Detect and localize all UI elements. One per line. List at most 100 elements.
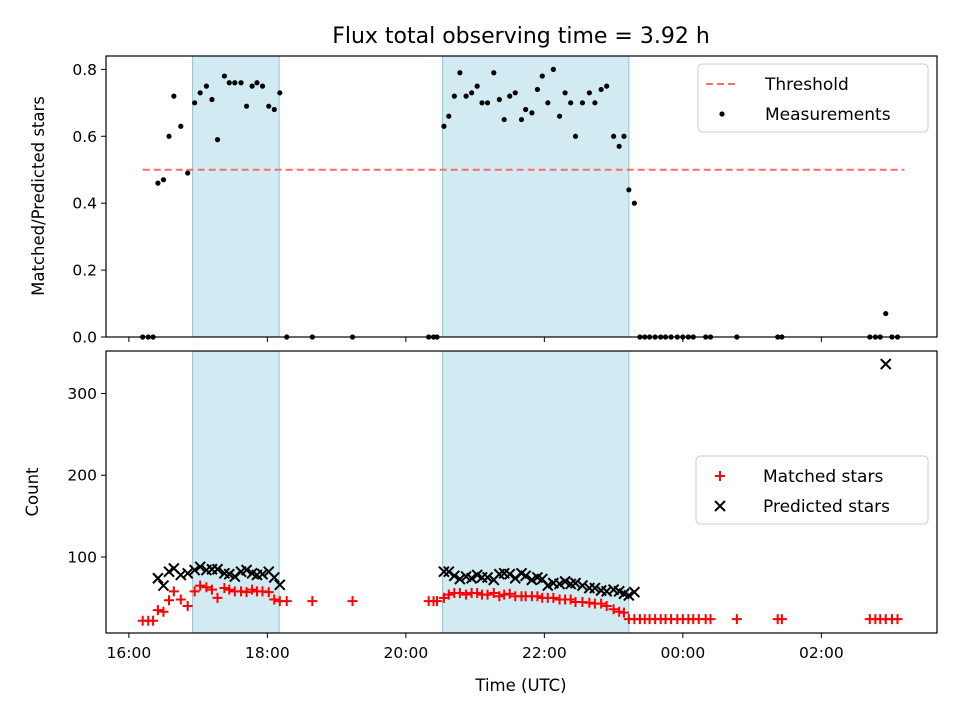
- bottom-predicted-stars-point-24: [443, 565, 455, 578]
- bottom-matched-stars-point-3: [148, 615, 159, 626]
- bottom-matched-stars-point-33: [443, 589, 454, 600]
- top-measurements-point-35: [457, 70, 463, 76]
- bottom-predicted-stars-point-6: [182, 567, 194, 580]
- bottom-matched-stars-point-5: [158, 606, 169, 617]
- top-measurements-point-21: [254, 80, 260, 86]
- top-measurements-point-52: [550, 66, 556, 72]
- top-measurements-point-50: [539, 73, 545, 79]
- top-measurements-point-51: [545, 100, 551, 106]
- bottom-matched-stars-point-14: [212, 592, 223, 603]
- top-measurements-point-13: [209, 96, 215, 103]
- bottom-matched-stars-point-60: [596, 598, 607, 609]
- top-subplot: 0.0 0.2 0.4 0.6 0.8 Threshold Measurements: [72, 55, 938, 347]
- bottom-matched-stars-point-28: [347, 596, 358, 607]
- top-y-tick-label-4: 0.6: [72, 128, 97, 146]
- bottom-matched-stars-point-35: [454, 587, 465, 598]
- top-measurements-point-39: [479, 100, 485, 106]
- bottom-axes-frame: [105, 350, 938, 634]
- bottom-predicted-stars-point-19: [256, 568, 269, 580]
- x-tick-label-6: 02:00: [799, 644, 844, 662]
- bottom-matched-stars-point-52: [548, 592, 559, 603]
- top-measurements-point-23: [266, 103, 272, 109]
- top-measurements-point-44: [507, 93, 513, 99]
- top-y-tick-label-3: 0.4: [72, 195, 97, 213]
- bottom-matched-stars-point-12: [201, 582, 212, 593]
- x-tick-label-5: 00:00: [661, 644, 706, 662]
- top-measurements-point-55: [568, 100, 574, 106]
- bottom-matched-stars-point-4: [152, 605, 163, 616]
- bottom-matched-stars-point-44: [504, 588, 515, 599]
- bottom-predicted-stars-point-22: [274, 579, 286, 591]
- top-measurements-point-48: [529, 110, 535, 116]
- bottom-y-axis-label: Count: [23, 467, 42, 517]
- bottom-matched-stars-point-27: [307, 596, 318, 607]
- bottom-matched-stars-point-6: [164, 595, 175, 606]
- bottom-predicted-stars-point-25: [448, 570, 461, 582]
- top-measurements-point-22: [259, 83, 266, 89]
- top-legend: [697, 63, 929, 133]
- top-measurements-point-40: [484, 100, 491, 106]
- bottom-predicted-stars-point-48: [576, 579, 589, 592]
- top-measurements-point-41: [491, 70, 497, 76]
- bottom-predicted-stars-point-47: [569, 577, 582, 589]
- x-tick-label-3: 20:00: [384, 644, 429, 662]
- bottom-predicted-stars-point-58: [880, 358, 892, 370]
- top-shaded-span-2: [442, 55, 630, 338]
- bottom-predicted-stars-point-2: [157, 579, 170, 592]
- top-y-tick-label-5: 0.8: [72, 61, 97, 79]
- bottom-legend-predicted-stars-label: Predicted stars: [763, 497, 890, 517]
- top-measurements-point-5: [160, 177, 167, 183]
- top-measurements-point-62: [611, 133, 617, 139]
- top-measurements-point-66: [631, 200, 637, 206]
- bottom-predicted-stars-point-7: [188, 564, 201, 576]
- bottom-predicted-stars-point-50: [589, 582, 601, 594]
- bottom-y-tick-label-1: 100: [67, 548, 97, 566]
- top-measurements-point-43: [501, 116, 507, 123]
- bottom-predicted-stars-point-3: [163, 565, 175, 578]
- bottom-predicted-stars-point-38: [519, 570, 532, 582]
- bottom-predicted-stars-point-35: [504, 568, 516, 580]
- bottom-legend: [695, 455, 929, 525]
- bottom-matched-stars-point-31: [432, 596, 443, 607]
- top-axes-frame: [105, 55, 938, 338]
- top-measurements-point-8: [178, 123, 184, 129]
- bottom-matched-stars-point-24: [269, 594, 280, 605]
- top-measurements-point-33: [446, 113, 452, 119]
- top-shaded-span-1: [192, 55, 280, 338]
- bottom-matched-stars-point-26: [281, 596, 292, 607]
- top-measurements-point-45: [512, 90, 518, 96]
- bottom-predicted-stars-point-1: [152, 572, 164, 584]
- top-measurements-point-37: [469, 90, 475, 96]
- top-measurements-point-36: [463, 93, 469, 99]
- top-measurements-point-61: [604, 83, 610, 89]
- top-measurements-point-6: [166, 133, 172, 139]
- bottom-legend-matched-stars-handle: [715, 471, 725, 481]
- bottom-matched-stars-point-20: [247, 584, 258, 595]
- top-measurements-point-10: [192, 100, 198, 106]
- bottom-matched-stars-point-61: [601, 601, 612, 612]
- bottom-predicted-stars-point-28: [465, 572, 478, 584]
- bottom-matched-stars-point-15: [219, 583, 230, 594]
- bottom-y-tick-label-3: 300: [67, 385, 97, 403]
- bottom-matched-stars-point-11: [195, 580, 206, 591]
- bottom-matched-stars-point-23: [263, 587, 274, 598]
- bottom-predicted-stars-point-8: [194, 561, 206, 573]
- top-measurements-point-20: [249, 83, 255, 89]
- bottom-matched-stars-point-8: [175, 594, 186, 605]
- bottom-subplot: 100 200 300 16:00 18:00 20:00 22:00 00:00 02:00 M…: [67, 350, 938, 662]
- bottom-matched-stars-point-19: [241, 587, 252, 598]
- top-measurements-point-56: [572, 133, 579, 139]
- top-measurements-point-16: [226, 80, 232, 86]
- top-measurements-point-15: [221, 73, 228, 79]
- bottom-matched-stars-point-62: [608, 604, 619, 615]
- bottom-legend-predicted-stars-handle: [714, 500, 726, 512]
- bottom-legend-matched-stars-label: Matched stars: [763, 467, 883, 487]
- top-legend-measurements-label: Measurements: [765, 105, 891, 125]
- bottom-predicted-stars-point-21: [268, 571, 280, 584]
- x-axis-label: Time (UTC): [474, 676, 566, 695]
- bottom-matched-stars-point-41: [488, 587, 499, 598]
- bottom-predicted-stars-point-31: [481, 571, 494, 584]
- top-measurements-point-7: [171, 93, 177, 99]
- top-measurements-point-34: [451, 93, 457, 99]
- bottom-matched-stars-point-10: [189, 586, 200, 597]
